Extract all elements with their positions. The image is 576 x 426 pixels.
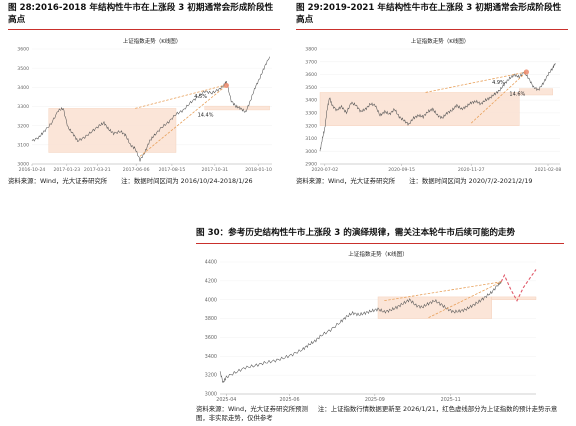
x-tick-label: 2017-06-06 xyxy=(123,167,150,173)
fig29-title: 图 29:2019-2021 年结构性牛市在上涨段 3 初期通常会形成阶段性高点 xyxy=(296,3,562,25)
x-tick-label: 2020-07-02 xyxy=(311,167,338,173)
fig30-title: 图 30：参考历史结构性牛市上涨段 3 的演绎规律，需关注本轮牛市后续可能的走势 xyxy=(196,228,516,238)
y-tick-label: 3200 xyxy=(305,123,317,129)
trendline xyxy=(425,71,527,93)
consolidation-zone xyxy=(491,296,537,300)
x-tick-label: 2017-08-15 xyxy=(159,167,186,173)
y-tick-label: 3000 xyxy=(205,392,217,398)
y-tick-label: 3800 xyxy=(305,47,317,53)
fig30-separator xyxy=(196,243,564,244)
y-tick-label: 3700 xyxy=(305,59,317,65)
y-tick-label: 3200 xyxy=(205,373,217,379)
trendline xyxy=(428,281,502,318)
fig29-svg: 上证指数走势（K线图） 2900 3000 3100 3200 3300 3400 3500 3… xyxy=(305,37,562,173)
x-tick-label: 2025-11 xyxy=(441,397,461,403)
consolidation-zone xyxy=(48,108,177,153)
x-tick-label: 2021-02-08 xyxy=(535,167,562,173)
fig30-chart: 上证指数走势（K线图） 3000 3200 3400 3600 3800 4000 4200 4… xyxy=(196,246,564,406)
fig28-svg: 上证指数走势（K线图） 3000 3100 3200 3300 3400 3500 3600 2… xyxy=(17,37,272,173)
fig28-chart: 上证指数走势（K线图） 3000 3100 3200 3300 3400 3500 3600 2… xyxy=(8,33,280,176)
fig29-source-line: 资料来源：Wind，光大证券研究所 注：数据时间区间为 2020/7/2-2021… xyxy=(296,177,532,186)
chart-title: 上证指数走势（K线图） xyxy=(123,37,182,45)
x-tick-label: 2020-09-15 xyxy=(388,167,415,173)
x-tick-label: 2020-11-27 xyxy=(458,167,485,173)
x-tick-label: 2025-04 xyxy=(216,397,236,403)
trendline xyxy=(135,85,225,109)
y-tick-label: 4200 xyxy=(205,278,217,284)
fig30-note: 注：上证指数行情数据更新至 2026/1/21，红色虚线部分为上证指数的预计走势… xyxy=(196,405,558,422)
y-tick-label: 3800 xyxy=(205,316,217,322)
fig28-source: 资料来源：Wind，光大证券研究所 xyxy=(8,177,108,185)
y-tick-label: 3000 xyxy=(305,149,317,155)
y-tick-label: 3500 xyxy=(17,66,29,72)
y-tick-label: 2900 xyxy=(305,162,317,168)
fig30-source: 资料来源：Wind，光大证券研究所预测 xyxy=(196,405,308,413)
y-tick-label: 3200 xyxy=(17,123,29,129)
x-tick-label: 2017-01-23 xyxy=(53,167,80,173)
price-line xyxy=(219,281,502,384)
trendline-label: 4.9% xyxy=(492,80,505,86)
y-tick-label: 3600 xyxy=(205,335,217,341)
trendline-label: 14.4% xyxy=(198,112,214,118)
x-tick-label: 2017-10-31 xyxy=(202,167,229,173)
y-tick-label: 3300 xyxy=(305,110,317,116)
fig29-note: 注：数据时间区间为 2020/7/2-2021/2/19 xyxy=(409,177,533,185)
y-tick-label: 3400 xyxy=(205,354,217,360)
peak-marker xyxy=(223,82,229,89)
fig30-svg: 上证指数走势（K线图） 3000 3200 3400 3600 3800 4000 4200 4… xyxy=(205,250,537,403)
fig28-note: 注：数据时间区间为 2016/10/24-2018/1/26 xyxy=(121,177,253,185)
trendline xyxy=(139,85,227,157)
y-tick-label: 4400 xyxy=(205,260,217,266)
fig29-separator xyxy=(296,29,568,30)
x-tick-label: 2017-03-21 xyxy=(84,167,111,173)
y-tick-label: 3600 xyxy=(17,47,29,53)
fig28-title: 图 28:2016-2018 年结构性牛市在上涨段 3 初期通常会形成阶段性高点 xyxy=(8,3,274,25)
y-tick-label: 3100 xyxy=(305,136,317,142)
chart-title: 上证指数走势（K线图） xyxy=(411,37,470,45)
y-tick-label: 3400 xyxy=(17,85,29,91)
x-tick-label: 2025-09 xyxy=(365,397,385,403)
y-tick-label: 3100 xyxy=(17,142,29,148)
fig28-separator xyxy=(8,29,280,30)
y-tick-label: 4000 xyxy=(205,297,217,303)
trendline-label: 4.5% xyxy=(194,94,207,100)
consolidation-zone xyxy=(518,88,553,96)
y-tick-label: 3000 xyxy=(17,162,29,168)
trendline xyxy=(470,71,527,124)
x-tick-label: 2016-10-24 xyxy=(19,167,46,173)
fig28-source-line: 资料来源：Wind，光大证券研究所 注：数据时间区间为 2016/10/24-20… xyxy=(8,177,253,186)
trendline-label: 14.6% xyxy=(509,91,525,97)
y-tick-label: 3500 xyxy=(305,85,317,91)
y-tick-label: 3300 xyxy=(17,104,29,110)
y-tick-label: 3400 xyxy=(305,98,317,104)
fig29-source: 资料来源：Wind，光大证券研究所 xyxy=(296,177,396,185)
x-tick-label: 2018-01-10 xyxy=(245,167,272,173)
peak-marker xyxy=(523,69,529,75)
price-line xyxy=(31,56,270,162)
x-tick-label: 2025-06 xyxy=(279,397,299,403)
fig29-chart: 上证指数走势（K线图） 2900 3000 3100 3200 3300 3400 3500 3… xyxy=(296,33,568,176)
chart-title: 上证指数走势（K线图） xyxy=(348,250,408,258)
fig30-source-line: 资料来源：Wind，光大证券研究所预测 注：上证指数行情数据更新至 2026/1/… xyxy=(196,405,564,423)
y-tick-label: 3600 xyxy=(305,72,317,78)
forecast-line xyxy=(500,269,537,302)
